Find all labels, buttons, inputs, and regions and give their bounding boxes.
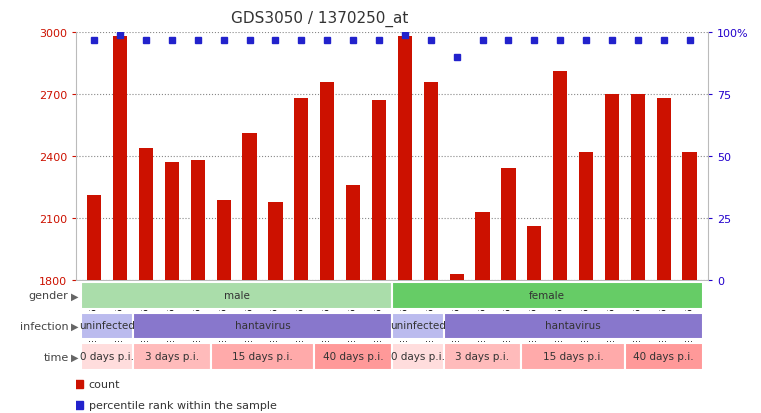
Bar [217,201,231,280]
Text: gender: gender [29,291,68,301]
Bar [527,226,541,280]
Text: GDS3050 / 1370250_at: GDS3050 / 1370250_at [231,10,409,26]
Bar [133,344,211,370]
Bar [657,99,671,280]
Bar [314,344,392,370]
Text: male: male [224,290,250,300]
Text: female: female [529,290,565,300]
Bar [521,344,625,370]
Text: uninfected: uninfected [79,320,135,331]
Bar [392,313,444,339]
Bar [295,99,308,280]
Text: 15 days p.i.: 15 days p.i. [543,351,603,361]
Text: 15 days p.i.: 15 days p.i. [232,351,293,361]
Text: 40 days p.i.: 40 days p.i. [323,351,384,361]
Bar [191,161,205,280]
Bar [139,148,153,280]
Bar [553,72,567,280]
Text: 40 days p.i.: 40 days p.i. [633,351,694,361]
Text: 0 days p.i.: 0 days p.i. [80,351,134,361]
Text: time: time [43,352,68,362]
Text: ▶: ▶ [71,291,78,301]
Bar [81,282,392,309]
Text: 0 days p.i.: 0 days p.i. [391,351,444,361]
Bar [81,313,133,339]
Bar [625,344,702,370]
Bar [243,134,256,280]
Text: hantavirus: hantavirus [545,320,601,331]
Bar [81,344,133,370]
Text: count: count [89,379,120,389]
Text: percentile rank within the sample: percentile rank within the sample [89,400,276,410]
Bar [683,152,697,280]
Bar [269,203,282,280]
Text: uninfected: uninfected [390,320,446,331]
Bar [320,83,334,280]
Text: 3 days p.i.: 3 days p.i. [455,351,510,361]
Bar [87,196,101,280]
Bar [444,344,521,370]
Bar [501,169,515,280]
Bar [113,37,127,280]
Bar [133,313,392,339]
Bar [476,212,489,280]
Text: ▶: ▶ [71,321,78,331]
Bar [631,95,645,280]
Bar [346,185,360,280]
Bar [392,282,702,309]
Text: ▶: ▶ [71,352,78,362]
Bar [392,344,444,370]
Bar [450,274,463,280]
Bar [165,163,179,280]
Bar [605,95,619,280]
Bar [579,152,593,280]
Text: 3 days p.i.: 3 days p.i. [145,351,199,361]
Bar [372,101,386,280]
Bar [424,83,438,280]
Text: infection: infection [20,321,68,331]
Bar [444,313,702,339]
Bar [211,344,314,370]
Text: hantavirus: hantavirus [234,320,291,331]
Bar [398,37,412,280]
